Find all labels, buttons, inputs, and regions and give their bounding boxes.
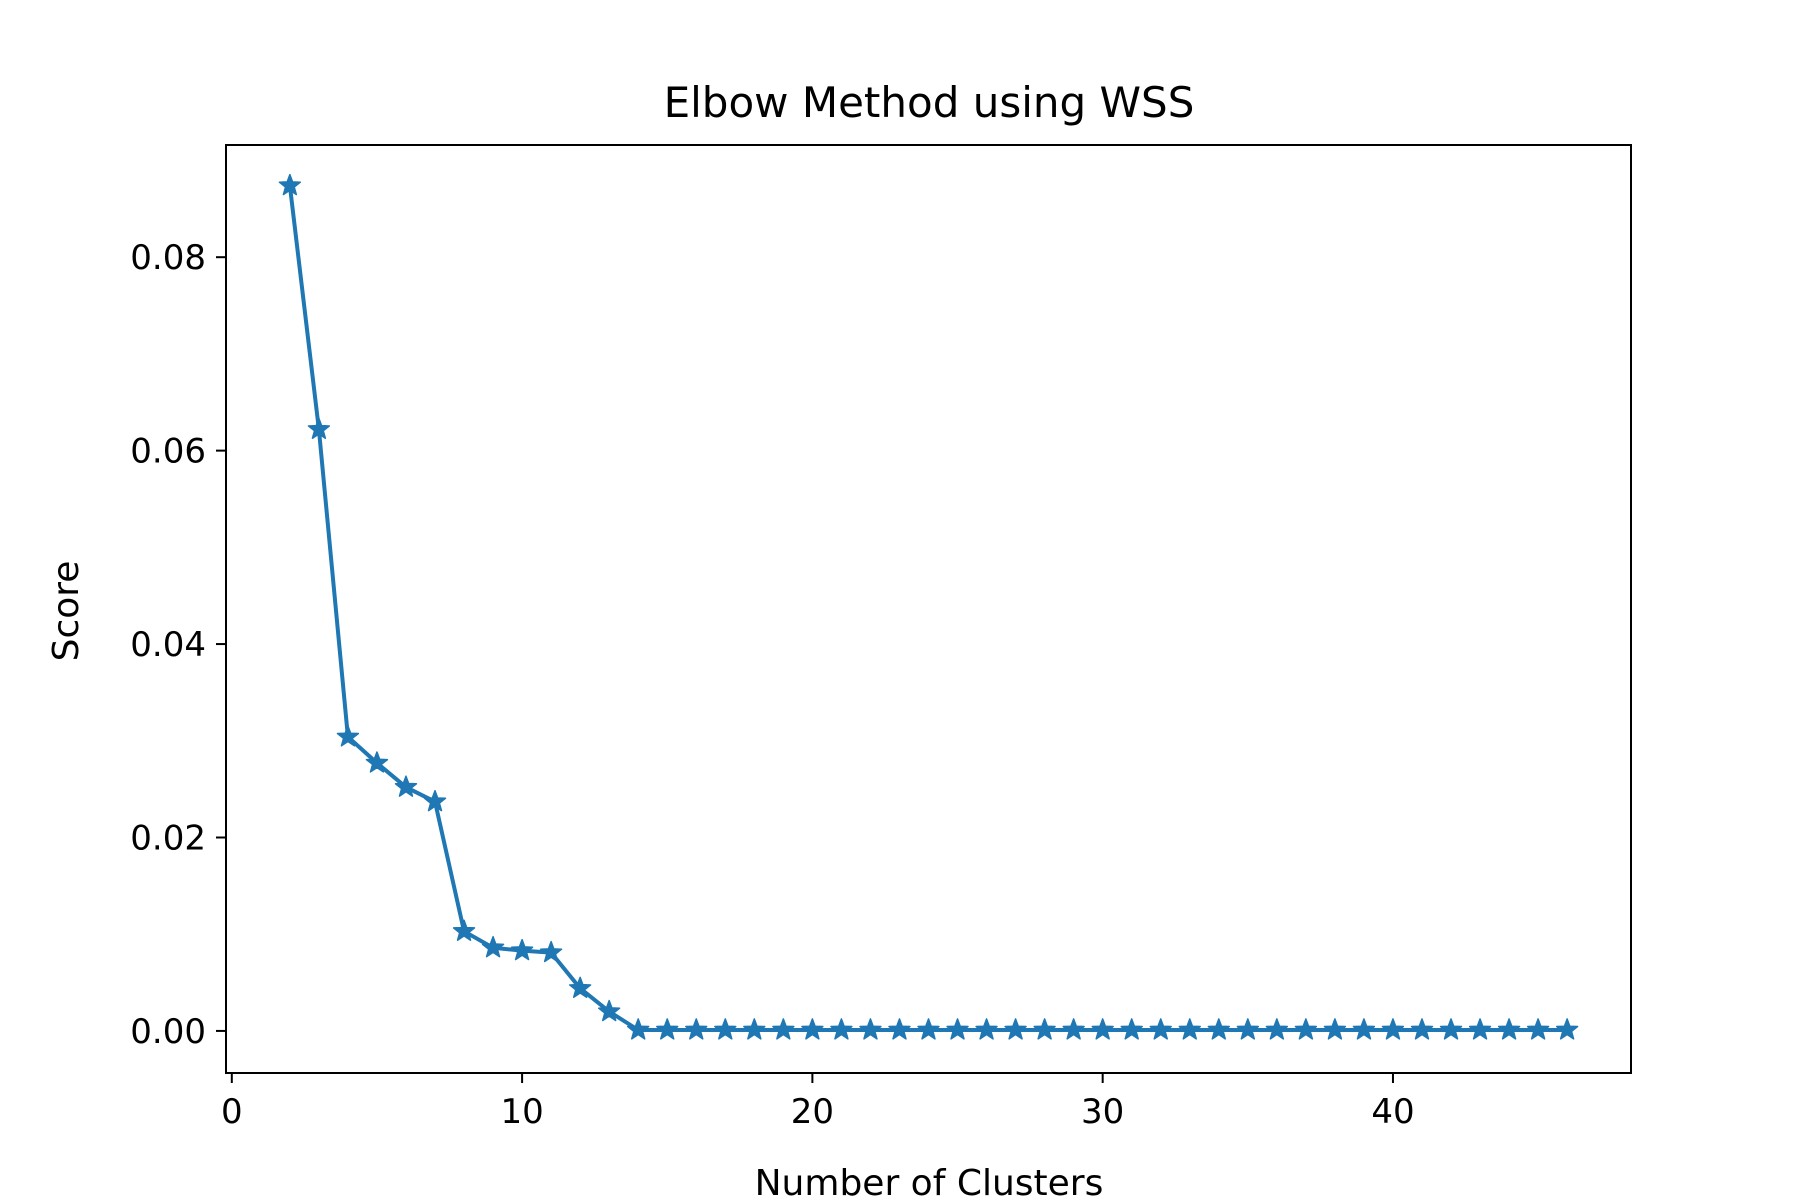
plot-frame xyxy=(225,144,1632,1074)
data-point-star xyxy=(1468,1018,1492,1040)
data-point-star xyxy=(510,938,534,961)
data-point-star xyxy=(743,1018,766,1040)
data-point-star xyxy=(946,1018,969,1040)
data-point-star xyxy=(568,976,592,999)
x-tick-label: 30 xyxy=(1081,1092,1124,1132)
y-tick-label: 0.00 xyxy=(130,1012,206,1052)
axes: 0 10 20 30 40 0.00 0.02 0.04 0.06 0.08 xyxy=(130,238,1414,1132)
y-tick-label: 0.08 xyxy=(130,238,206,278)
x-axis-label: Number of Clusters xyxy=(755,1163,1104,1200)
x-tick-label: 40 xyxy=(1371,1092,1414,1132)
data-point-star xyxy=(830,1018,853,1040)
x-tick-label: 10 xyxy=(500,1092,543,1132)
data-point-star xyxy=(1062,1018,1085,1040)
y-tick-label: 0.06 xyxy=(130,432,206,472)
data-point-star xyxy=(1294,1018,1318,1040)
data-point-star xyxy=(1091,1018,1114,1040)
data-point-star xyxy=(1555,1018,1579,1040)
data-point-star xyxy=(1033,1018,1056,1040)
data-point-star xyxy=(1497,1018,1521,1040)
data-point-star xyxy=(336,725,360,747)
data-point-star xyxy=(1526,1018,1550,1040)
data-series xyxy=(278,173,1579,1040)
data-point-star xyxy=(917,1018,940,1040)
data-point-star xyxy=(394,775,418,797)
series-line xyxy=(287,185,1568,1032)
data-point-star xyxy=(685,1018,708,1040)
data-point-star xyxy=(772,1018,795,1040)
data-point-star xyxy=(597,999,621,1022)
data-point-star xyxy=(714,1018,737,1040)
x-tick-label: 20 xyxy=(791,1092,834,1132)
data-point-star xyxy=(627,1018,650,1040)
data-point-star xyxy=(481,936,505,958)
data-point-star xyxy=(656,1018,679,1040)
data-point-star xyxy=(1207,1018,1230,1040)
data-point-star xyxy=(1323,1018,1347,1040)
data-point-star xyxy=(1410,1018,1434,1040)
data-point-star xyxy=(975,1018,998,1040)
data-point-star xyxy=(1149,1018,1172,1040)
data-point-star xyxy=(307,417,331,439)
data-point-star xyxy=(278,173,302,196)
data-point-star xyxy=(1004,1018,1027,1040)
data-point-star xyxy=(1439,1018,1463,1040)
data-point-star xyxy=(452,919,476,941)
data-point-star xyxy=(1265,1018,1289,1040)
data-point-star xyxy=(1236,1018,1260,1040)
data-point-star xyxy=(888,1018,911,1040)
data-point-star xyxy=(365,751,389,773)
data-point-star xyxy=(801,1018,824,1040)
data-point-star xyxy=(1352,1018,1376,1040)
data-point-star xyxy=(539,940,563,963)
y-axis-label: Score xyxy=(46,561,87,662)
data-point-star xyxy=(859,1018,882,1040)
x-tick-label: 0 xyxy=(221,1092,243,1132)
data-point-star xyxy=(1120,1018,1143,1040)
data-point-star xyxy=(1381,1018,1405,1040)
y-tick-label: 0.04 xyxy=(130,625,206,665)
data-point-star xyxy=(423,789,447,812)
data-point-star xyxy=(1178,1018,1201,1040)
chart-title: Elbow Method using WSS xyxy=(664,78,1195,127)
y-tick-label: 0.02 xyxy=(130,818,206,858)
